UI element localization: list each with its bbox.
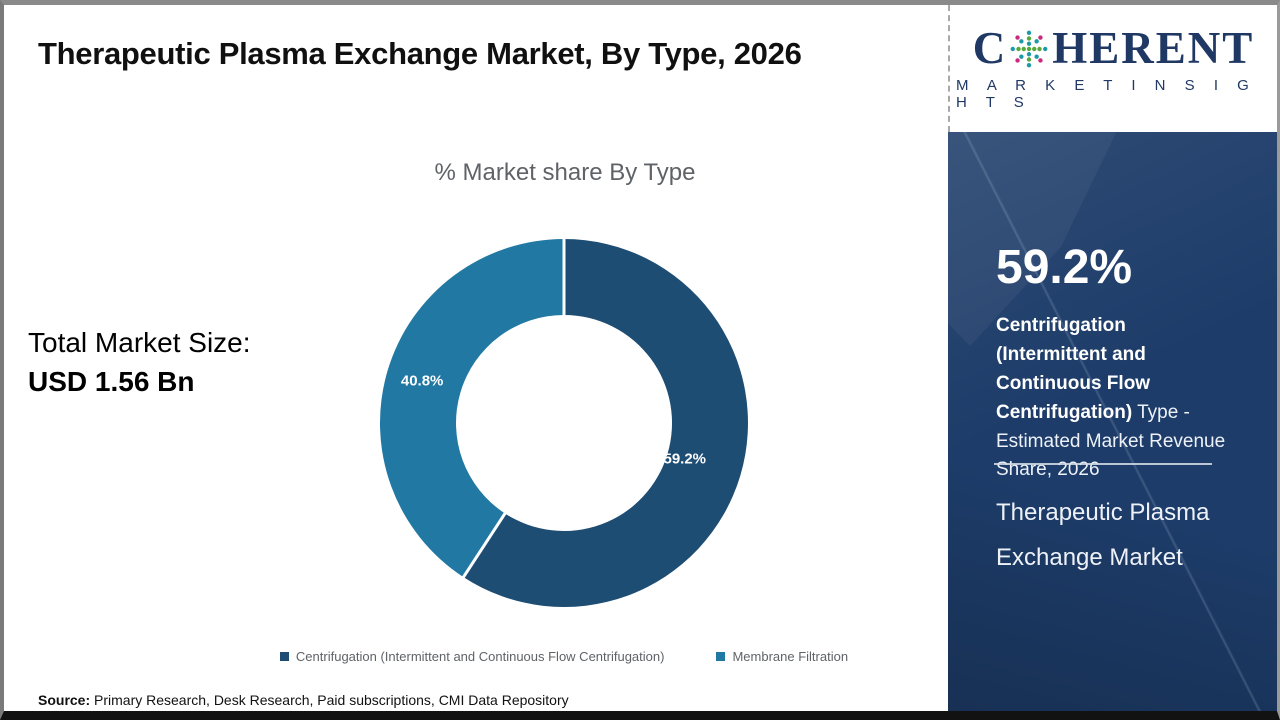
chart-title: % Market share By Type — [434, 159, 696, 186]
globe-dots-icon — [1010, 30, 1048, 67]
legend-label: Centrifugation (Intermittent and Continu… — [295, 649, 665, 664]
donut-slice — [463, 239, 748, 607]
total-market-size-value: USD 1.56 Bn — [28, 366, 195, 398]
donut-svg — [379, 238, 748, 607]
highlight-description: Centrifugation (Intermittent and Continu… — [996, 312, 1236, 485]
market-name: Therapeutic Plasma Exchange Market — [996, 499, 1210, 572]
slice-label: 59.2% — [663, 450, 707, 468]
legend-marker-square — [279, 652, 289, 661]
source-text: Primary Research, Desk Research, Paid su… — [90, 692, 569, 708]
total-market-size: Total Market Size: USD 1.56 Bn — [28, 323, 251, 401]
source-label: Source: — [38, 692, 91, 708]
page-title: Therapeutic Plasma Exchange Market, By T… — [38, 36, 802, 71]
legend-marker-square — [716, 652, 726, 661]
highlight-sidebar: 59.2% Centrifugation (Intermittent and C… — [948, 132, 1277, 711]
highlight-percentage: 59.2% — [996, 241, 1133, 294]
total-market-size-label: Total Market Size: — [28, 327, 251, 358]
donut-slice — [379, 239, 564, 578]
brand-letter-c: C — [972, 23, 1008, 73]
legend-label: Membrane Filtration — [732, 649, 849, 664]
sidebar-divider-line — [994, 463, 1212, 465]
brand-wordmark: C — [973, 26, 1255, 71]
brand-logo: C — [948, 5, 1277, 132]
chart-legend: Centrifugation (Intermittent and Continu… — [154, 649, 974, 664]
donut-chart: 59.2% 40.8% — [379, 238, 749, 608]
legend-item-membrane-filtration: Membrane Filtration — [716, 649, 848, 664]
brand-letters-rest: HERENT — [1052, 23, 1255, 73]
source-note: Source: Primary Research, Desk Research,… — [38, 692, 569, 708]
highlight-segment-name: Centrifugation (Intermittent and Continu… — [996, 315, 1151, 423]
slice-separator — [461, 510, 508, 579]
brand-tagline: M A R K E T I N S I G H T S — [956, 77, 1257, 111]
slice-label: 40.8% — [400, 372, 444, 390]
legend-item-centrifugation: Centrifugation (Intermittent and Continu… — [279, 649, 665, 664]
